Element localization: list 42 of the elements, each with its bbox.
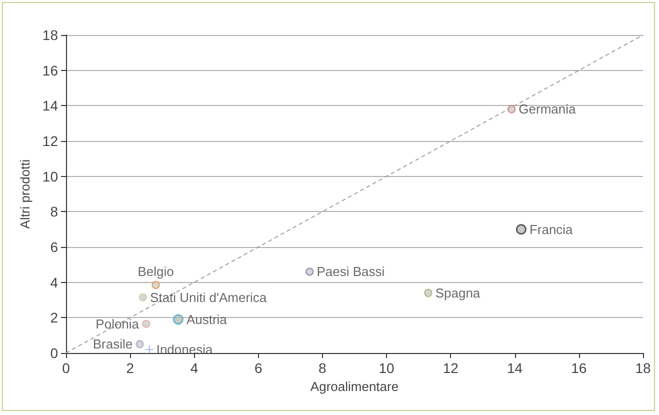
point	[424, 288, 432, 298]
point	[145, 345, 154, 354]
point	[152, 280, 160, 290]
point	[136, 340, 144, 348]
y-tick-label: 12	[42, 133, 58, 149]
x-tick-label: 4	[190, 360, 198, 376]
series-label: Stati Uniti d'America	[150, 290, 268, 305]
y-tick-label: 16	[42, 62, 58, 78]
x-tick-label: 10	[378, 360, 395, 376]
point	[138, 293, 148, 302]
y-tick-label: 2	[50, 310, 58, 326]
point	[306, 268, 314, 276]
y-tick-label: 10	[42, 168, 58, 184]
x-tick-label: 16	[571, 360, 587, 376]
point	[172, 314, 184, 325]
y-tick-label: 0	[50, 345, 58, 361]
y-tick-label: 4	[50, 274, 58, 290]
series-label: Austria	[186, 312, 228, 327]
y-tick-label: 14	[42, 98, 58, 114]
series-label: Belgio	[138, 264, 174, 279]
x-tick-label: 12	[442, 360, 459, 376]
point	[516, 224, 526, 235]
x-tick-label: 0	[62, 360, 70, 376]
x-tick-label: 8	[318, 360, 327, 376]
y-tick-label: 6	[50, 239, 58, 255]
series-label: Brasile	[92, 336, 133, 352]
series-label: Polonia	[96, 316, 140, 332]
series-label: Germania	[518, 102, 577, 117]
point	[142, 320, 150, 328]
x-tick-label: 2	[126, 360, 134, 376]
y-axis-title: Altri prodotti	[18, 159, 33, 229]
series-label: Indonesia	[156, 342, 214, 357]
point	[507, 105, 516, 114]
x-tick-label: 14	[506, 360, 523, 376]
y-tick-label: 18	[42, 27, 58, 43]
y-tick-label: 8	[50, 204, 58, 220]
x-tick-label: 6	[254, 360, 262, 376]
x-axis-title: Agroalimentare	[310, 378, 399, 394]
x-tick-label: 18	[635, 360, 651, 376]
series-label: Paesi Bassi	[316, 264, 385, 280]
series-label: Spagna	[435, 285, 481, 300]
series-label: Francia	[529, 222, 574, 237]
